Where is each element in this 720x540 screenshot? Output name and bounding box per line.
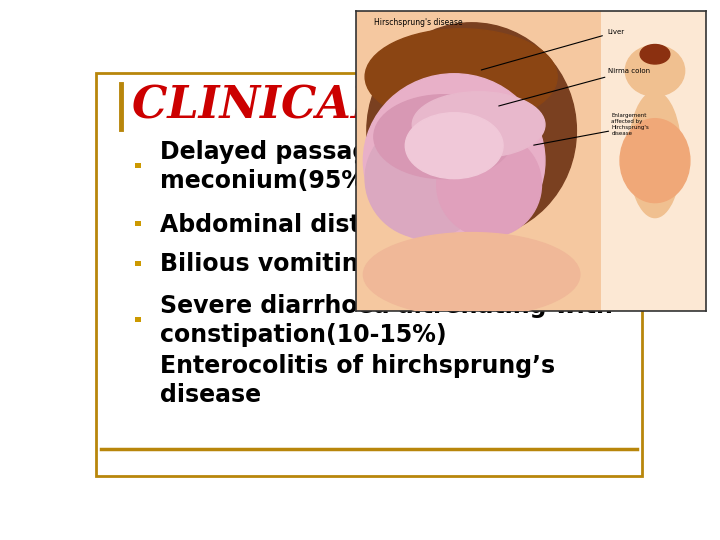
Ellipse shape [364, 233, 580, 316]
Text: Delayed passage of
meconium(95%): Delayed passage of meconium(95%) [160, 140, 420, 193]
Ellipse shape [437, 132, 541, 237]
Ellipse shape [620, 119, 690, 202]
Text: Abdominal distension: Abdominal distension [160, 213, 449, 237]
FancyBboxPatch shape [135, 221, 141, 226]
Text: CLINICAL FEATURES: CLINICAL FEATURES [132, 85, 670, 128]
Ellipse shape [374, 94, 513, 179]
Text: Severe diarrhoea altrenating with
constipation(10-15%): Severe diarrhoea altrenating with consti… [160, 294, 613, 347]
Ellipse shape [640, 44, 670, 64]
Text: Enterocolitis of hirchsprung’s
disease: Enterocolitis of hirchsprung’s disease [160, 354, 555, 407]
Circle shape [625, 45, 685, 96]
Ellipse shape [367, 23, 577, 239]
Text: Bilious vomiting: Bilious vomiting [160, 252, 375, 276]
FancyBboxPatch shape [135, 261, 141, 266]
Ellipse shape [405, 113, 503, 179]
FancyBboxPatch shape [601, 11, 706, 310]
Ellipse shape [629, 92, 681, 218]
FancyBboxPatch shape [135, 317, 141, 322]
Text: Liver: Liver [481, 29, 625, 70]
Ellipse shape [365, 29, 557, 125]
Ellipse shape [364, 74, 545, 247]
Text: Hirschsprung's disease: Hirschsprung's disease [374, 18, 462, 28]
Text: Nirma colon: Nirma colon [499, 68, 650, 106]
FancyBboxPatch shape [356, 11, 608, 310]
Ellipse shape [413, 92, 545, 158]
FancyBboxPatch shape [96, 73, 642, 476]
Text: Enlargement
affected by
Hirchsprung's
disease: Enlargement affected by Hirchsprung's di… [611, 113, 649, 136]
Ellipse shape [365, 119, 487, 239]
FancyBboxPatch shape [135, 163, 141, 168]
